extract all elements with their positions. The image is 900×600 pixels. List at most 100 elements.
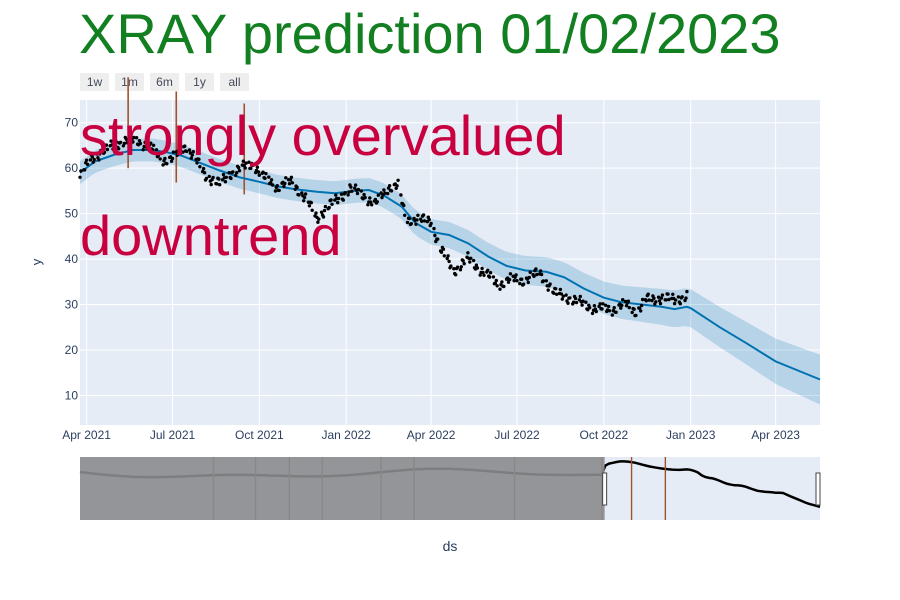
observed-point — [198, 165, 202, 169]
observed-point — [558, 287, 563, 292]
observed-point — [415, 218, 419, 222]
observed-point — [594, 309, 598, 314]
observed-point — [380, 195, 384, 200]
observed-point — [375, 200, 379, 204]
x-tick-label: Oct 2022 — [580, 428, 629, 442]
observed-point — [680, 295, 684, 299]
observed-point — [88, 158, 93, 162]
observed-point — [187, 148, 192, 152]
observed-point — [264, 171, 268, 176]
x-axis-title: ds — [443, 538, 458, 554]
observed-point — [163, 156, 167, 161]
y-tick-label: 60 — [65, 161, 79, 175]
observed-point — [506, 280, 511, 284]
observed-point — [257, 173, 261, 177]
gridlines — [80, 100, 820, 425]
observed-point — [211, 175, 215, 180]
observed-point — [676, 295, 681, 299]
observed-point — [521, 282, 526, 286]
observed-point — [588, 306, 592, 310]
observed-point — [630, 310, 634, 315]
x-tick-label: Jul 2021 — [150, 428, 196, 442]
rangeslider[interactable] — [79, 457, 821, 520]
observed-point — [407, 216, 412, 221]
observed-point — [91, 160, 95, 164]
rangeslider-right-handle[interactable] — [815, 472, 821, 506]
observed-point — [297, 193, 301, 197]
observed-point — [650, 298, 654, 303]
range-button-6m[interactable]: 6m — [150, 73, 179, 91]
observed-point — [201, 166, 206, 171]
observed-point — [446, 254, 450, 258]
observed-point — [277, 188, 281, 193]
observed-point — [149, 141, 153, 145]
observed-point — [302, 195, 307, 200]
observed-point — [520, 277, 524, 281]
observed-point — [98, 152, 102, 156]
observed-point — [546, 288, 550, 292]
observed-point — [227, 171, 231, 175]
observed-point — [592, 304, 597, 308]
observed-point — [102, 150, 107, 154]
observed-point — [124, 137, 128, 141]
observed-point — [79, 169, 83, 173]
observed-point — [455, 265, 460, 269]
observed-point — [355, 191, 360, 196]
observed-point — [652, 296, 656, 300]
observed-point — [177, 145, 181, 150]
observed-point — [307, 204, 312, 208]
observed-point — [356, 187, 361, 192]
observed-point — [495, 284, 499, 288]
observed-point — [353, 183, 358, 187]
observed-point — [452, 267, 456, 271]
observed-point — [383, 191, 387, 195]
observed-point — [137, 139, 142, 143]
observed-point — [454, 273, 458, 277]
x-tick-label: Jan 2022 — [321, 428, 371, 442]
observed-point — [231, 170, 235, 174]
observed-point — [573, 296, 578, 301]
observed-point — [115, 140, 119, 144]
observed-point — [95, 152, 99, 156]
observed-point — [363, 195, 367, 200]
observed-point — [270, 183, 275, 187]
observed-point — [158, 157, 162, 161]
observed-point — [475, 266, 480, 270]
y-tick-label: 20 — [65, 343, 79, 357]
observed-point — [336, 196, 341, 201]
observed-point — [604, 303, 608, 307]
observed-point — [347, 190, 351, 194]
observed-point — [323, 204, 328, 209]
range-button-1w[interactable]: 1w — [80, 73, 109, 91]
observed-point — [539, 272, 544, 277]
y-tick-label: 40 — [65, 252, 79, 266]
observed-point — [447, 259, 451, 264]
observed-point — [284, 176, 288, 180]
observed-point — [317, 217, 321, 221]
observed-point — [632, 307, 636, 311]
observed-point — [445, 256, 449, 261]
observed-point — [251, 163, 255, 168]
range-button-all[interactable]: all — [220, 73, 249, 91]
observed-point — [581, 299, 585, 303]
observed-point — [664, 298, 668, 302]
range-button-1m[interactable]: 1m — [115, 73, 144, 91]
observed-point — [491, 275, 496, 279]
observed-point — [597, 304, 601, 309]
rangeslider-left-handle[interactable] — [602, 472, 608, 506]
observed-point — [614, 310, 618, 314]
observed-point — [235, 171, 239, 175]
observed-point — [171, 150, 176, 154]
observed-point — [247, 160, 251, 164]
observed-point — [190, 153, 194, 157]
observed-point — [83, 168, 87, 172]
observed-point — [183, 144, 187, 148]
observed-point — [685, 289, 689, 294]
observed-point — [255, 165, 260, 169]
range-button-1y[interactable]: 1y — [185, 73, 214, 91]
observed-point — [170, 156, 175, 161]
observed-point — [316, 220, 320, 224]
observed-point — [283, 181, 287, 186]
observed-point — [534, 267, 538, 271]
